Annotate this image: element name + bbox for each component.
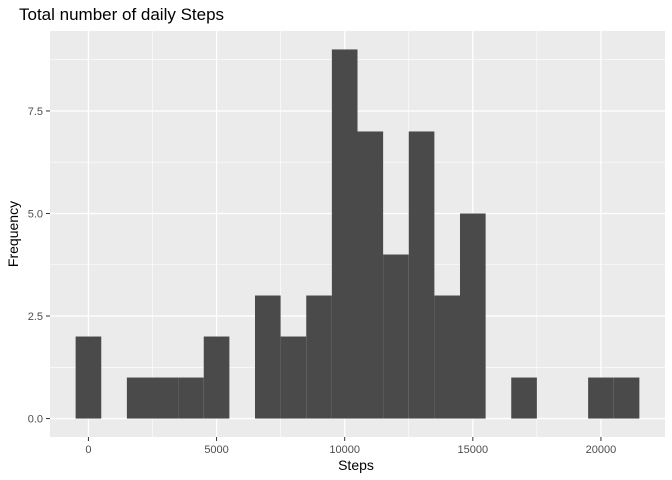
x-axis: 0 5000 10000 15000 20000 xyxy=(85,437,616,456)
x-tick-label: 15000 xyxy=(458,444,489,456)
y-tick-label: 5.0 xyxy=(28,208,43,220)
histogram-bar xyxy=(434,295,460,419)
histogram-bar xyxy=(126,377,153,419)
histogram-bar xyxy=(588,377,614,419)
x-axis-title: Steps xyxy=(338,457,374,473)
histogram-bar xyxy=(306,295,332,419)
y-tick-label: 2.5 xyxy=(28,311,43,323)
x-tick-label: 10000 xyxy=(329,444,360,456)
y-axis: 0.0 2.5 5.0 7.5 xyxy=(28,106,50,426)
x-tick-label: 5000 xyxy=(204,444,228,456)
histogram-bar xyxy=(460,213,486,419)
histogram-bar xyxy=(255,295,281,419)
histogram-bar xyxy=(357,131,384,419)
histogram-bar xyxy=(408,131,435,419)
histogram-bar xyxy=(178,377,204,419)
histogram-bar xyxy=(75,336,102,419)
histogram-bar xyxy=(511,377,537,419)
histogram-bar xyxy=(331,49,358,419)
histogram-bar xyxy=(203,336,230,419)
x-tick-label: 0 xyxy=(85,444,91,456)
histogram-bar xyxy=(383,254,409,419)
bars xyxy=(75,49,640,419)
y-axis-title: Frequency xyxy=(5,201,21,267)
x-tick-label: 20000 xyxy=(586,444,617,456)
y-tick-label: 0.0 xyxy=(28,414,43,426)
y-tick-label: 7.5 xyxy=(28,106,43,118)
histogram-bar xyxy=(613,377,640,419)
chart-title: Total number of daily Steps xyxy=(19,5,224,24)
histogram-bar xyxy=(152,377,179,419)
histogram-bar xyxy=(280,336,307,419)
